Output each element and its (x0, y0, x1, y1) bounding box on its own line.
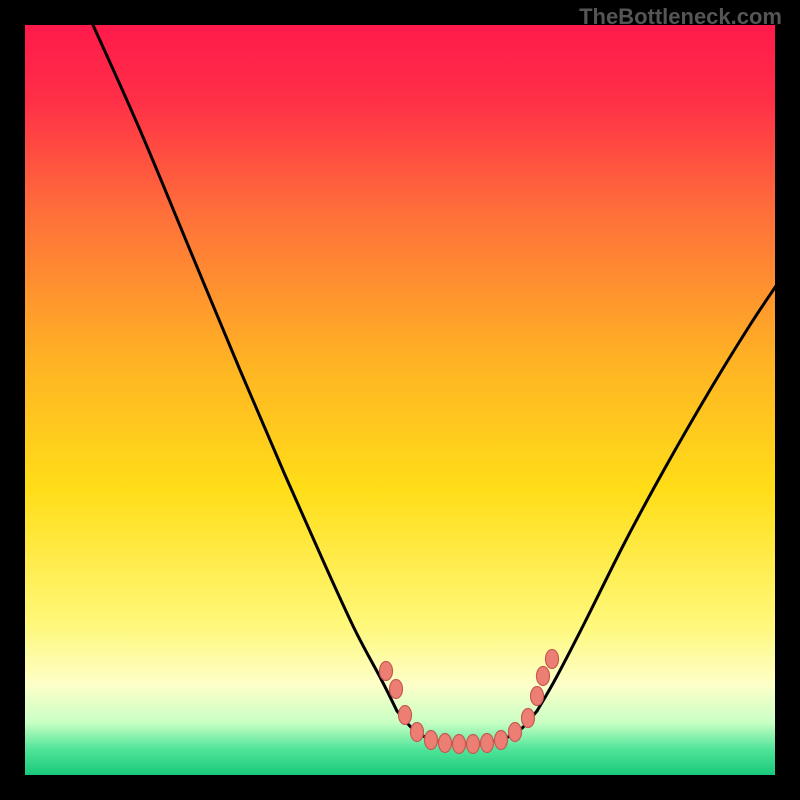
valley-marker (425, 731, 438, 750)
valley-marker (495, 731, 508, 750)
bottleneck-chart (25, 25, 775, 775)
valley-marker (411, 723, 424, 742)
valley-marker (390, 680, 403, 699)
valley-marker (522, 709, 535, 728)
valley-marker (509, 723, 522, 742)
valley-marker (439, 734, 452, 753)
valley-marker (380, 662, 393, 681)
chart-frame (0, 0, 800, 800)
valley-marker (453, 735, 466, 754)
valley-marker (399, 706, 412, 725)
valley-marker (546, 650, 559, 669)
valley-marker (467, 735, 480, 754)
chart-background (25, 25, 775, 775)
valley-marker (531, 687, 544, 706)
valley-marker (537, 667, 550, 686)
watermark-text: TheBottleneck.com (579, 4, 782, 30)
valley-marker (481, 734, 494, 753)
